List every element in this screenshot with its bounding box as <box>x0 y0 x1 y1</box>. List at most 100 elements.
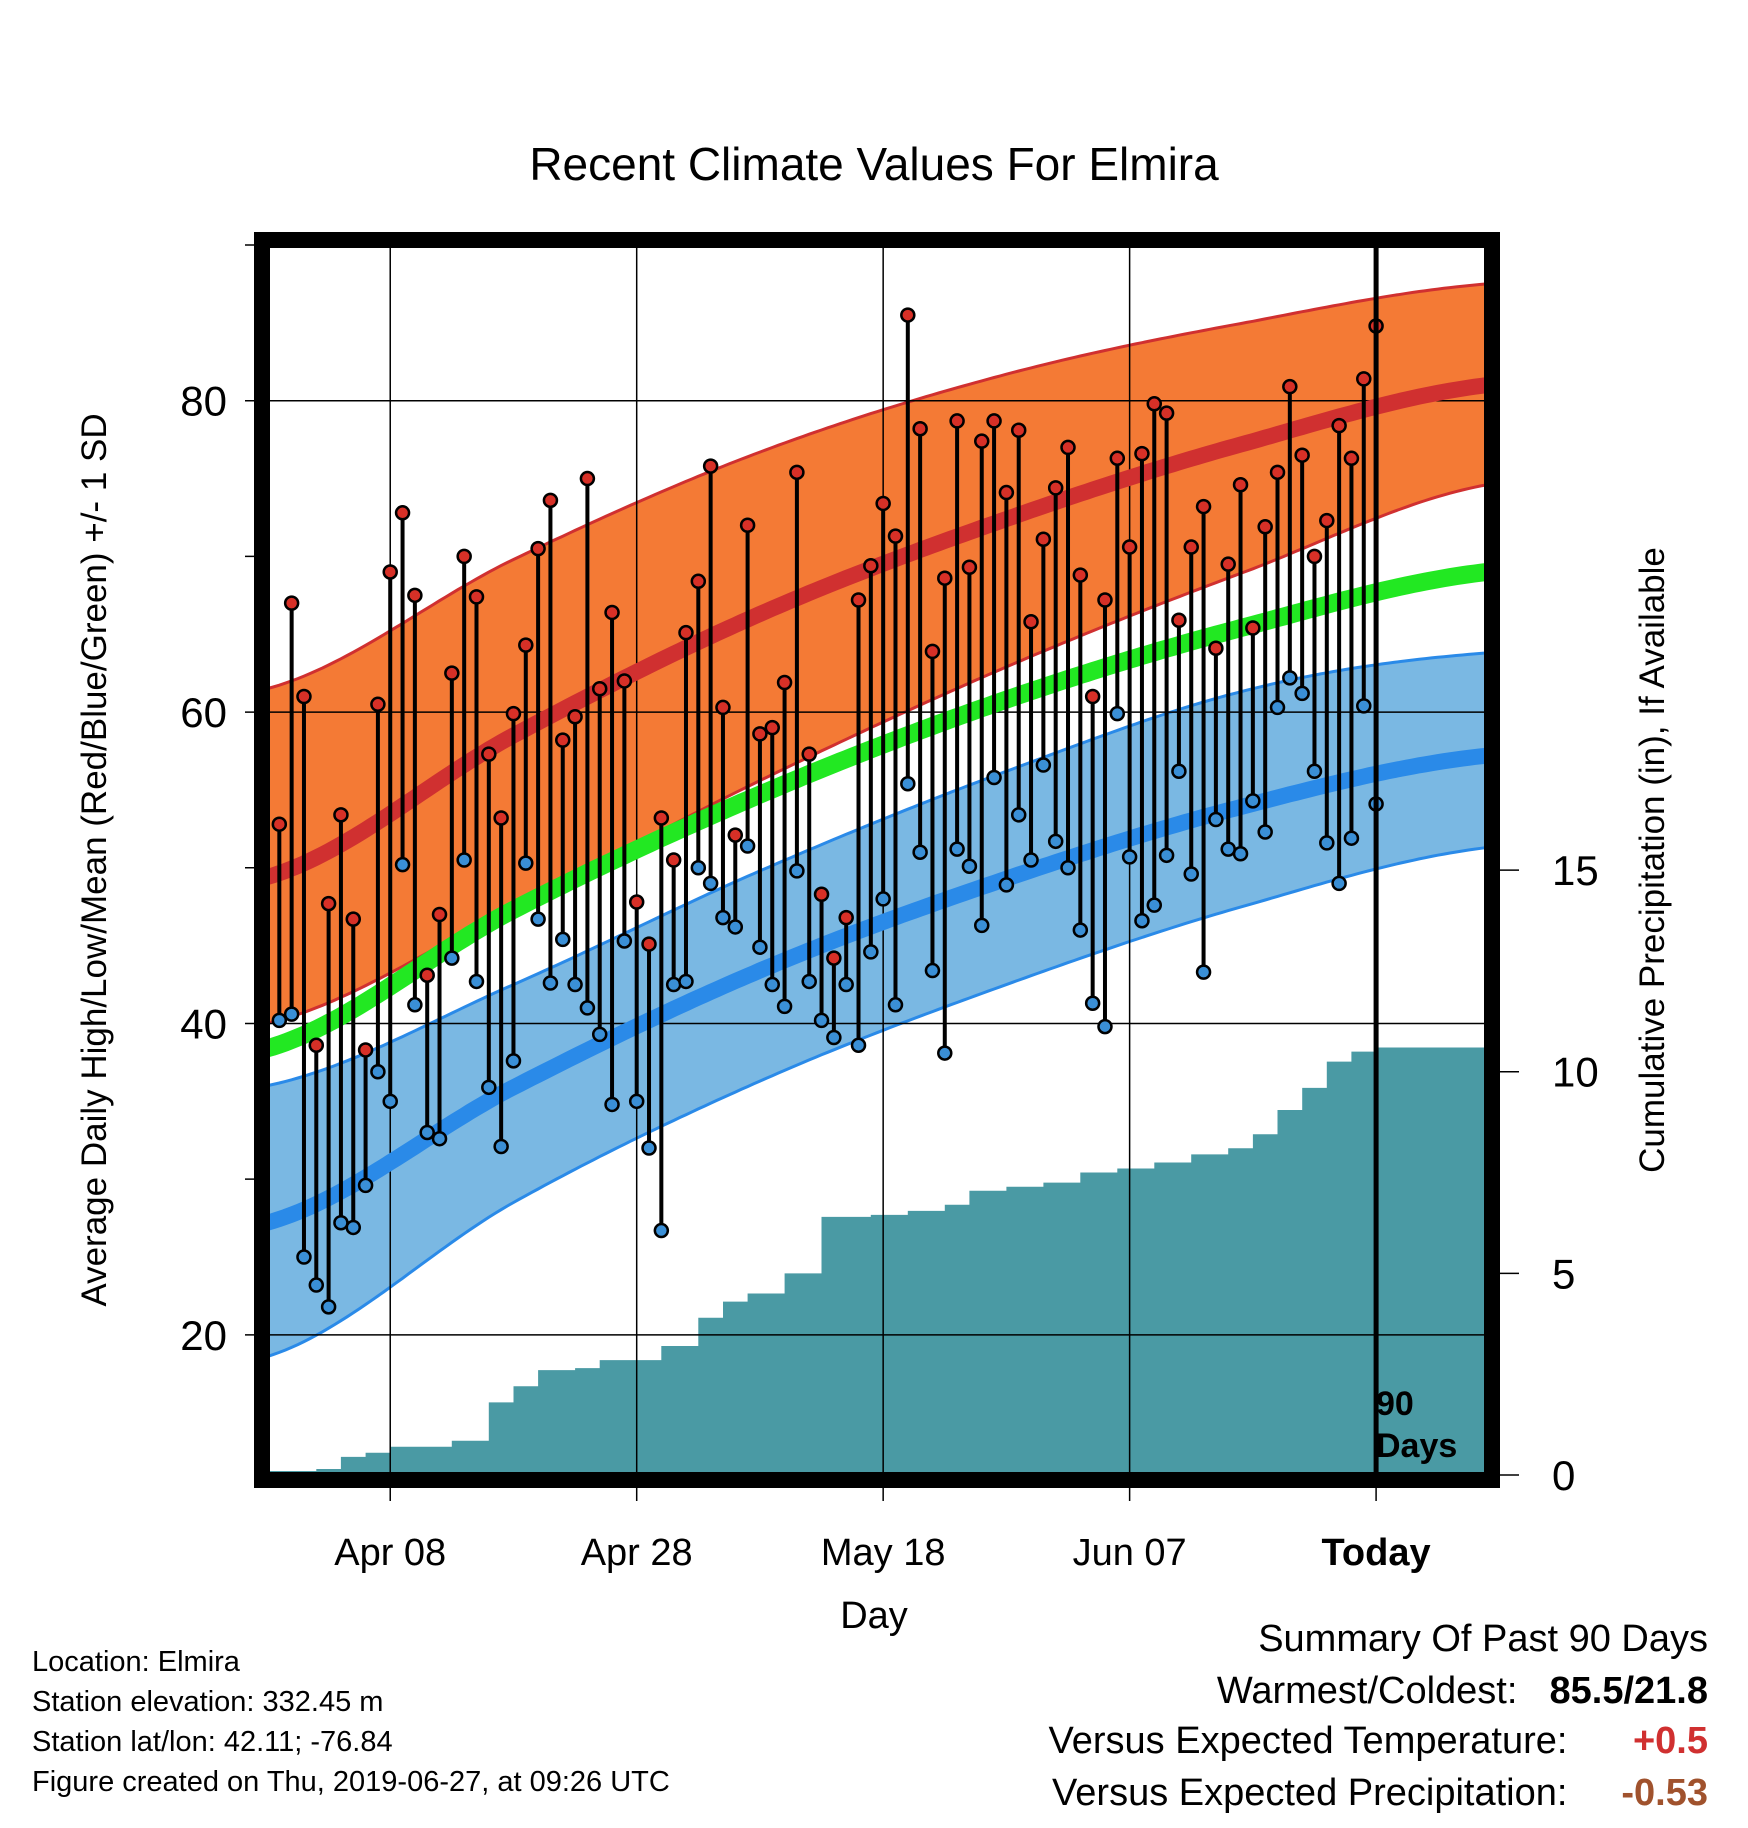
low-point <box>813 1012 830 1029</box>
low-point <box>1269 699 1286 716</box>
today-label-line1: 90 <box>1376 1385 1414 1423</box>
high-point <box>333 807 349 823</box>
high-point <box>542 492 559 509</box>
high-point <box>345 911 362 927</box>
high-point <box>357 1042 374 1058</box>
high-point <box>394 505 411 521</box>
y-tick-label-right: 15 <box>1552 847 1599 894</box>
high-point <box>1306 548 1323 565</box>
warm-cold-label: Warmest/Coldest: <box>1216 1670 1518 1712</box>
high-point <box>320 895 337 912</box>
high-point <box>456 548 472 565</box>
high-point <box>308 1037 325 1054</box>
low-point <box>961 858 978 874</box>
chart-title: Recent Climate Values For Elmira <box>529 138 1219 190</box>
low-point <box>715 909 731 926</box>
high-point <box>271 816 288 832</box>
temp-label: Versus Expected Temperature: <box>1048 1720 1568 1762</box>
high-point <box>961 559 978 576</box>
low-point <box>789 863 805 879</box>
low-point <box>333 1215 349 1231</box>
low-point <box>345 1219 362 1236</box>
summary-title: Summary Of Past 90 Days <box>1258 1618 1708 1660</box>
high-band-upper-edge <box>267 282 1487 691</box>
high-point <box>1097 592 1113 608</box>
high-point <box>468 589 485 605</box>
high-point <box>1331 417 1347 434</box>
low-point <box>1072 922 1089 938</box>
low-point <box>776 998 793 1015</box>
low-point <box>407 997 423 1013</box>
high-point <box>887 528 904 544</box>
low-point <box>641 1140 657 1156</box>
high-point <box>690 573 707 590</box>
x-tick-label: Jun 07 <box>1073 1532 1187 1574</box>
low-point <box>542 975 559 991</box>
high-point <box>1121 539 1138 555</box>
y-tick-label-right: 5 <box>1552 1250 1575 1297</box>
low-point <box>1331 875 1347 892</box>
high-point <box>702 458 719 474</box>
high-point <box>1023 614 1039 630</box>
high-point <box>1208 640 1224 657</box>
high-point <box>653 810 670 826</box>
high-point <box>937 570 953 586</box>
temp-value: +0.5 <box>1632 1720 1708 1762</box>
high-point <box>1047 480 1064 496</box>
low-point <box>1183 866 1199 882</box>
low-point <box>986 769 1002 786</box>
high-point <box>641 936 657 952</box>
high-point <box>431 906 448 923</box>
high-point <box>1269 464 1286 481</box>
high-point <box>419 967 435 983</box>
summary-warm-cold: Warmest/Coldest: 85.5/21.8 <box>1217 1670 1708 1713</box>
high-point <box>407 587 423 604</box>
low-point <box>1356 698 1372 714</box>
high-point <box>1220 556 1236 572</box>
precipitation-area <box>267 1047 1487 1475</box>
low-point <box>863 944 879 960</box>
low-point <box>419 1124 435 1141</box>
high-point <box>875 495 891 512</box>
x-tick-labels: Apr 08 Apr 28 May 18 Jun 07 Today <box>334 1475 1431 1574</box>
low-point <box>628 1093 645 1110</box>
low-point <box>382 1093 398 1110</box>
high-point <box>863 557 879 574</box>
low-point <box>394 856 411 873</box>
y-tick-label-left: 80 <box>180 378 227 425</box>
y-tick-label-left: 60 <box>180 689 227 736</box>
high-point <box>900 307 916 323</box>
y-tick-labels-right: 0 5 10 15 <box>1487 847 1599 1499</box>
high-point <box>1158 405 1175 421</box>
low-point <box>555 931 571 948</box>
low-point <box>1294 685 1310 702</box>
high-point <box>1232 477 1249 493</box>
high-point <box>493 810 509 826</box>
high-point <box>764 719 781 736</box>
low-point <box>518 855 534 871</box>
high-point <box>444 665 460 681</box>
low-point <box>1023 852 1039 868</box>
low-point <box>665 976 682 993</box>
low-point <box>949 841 965 857</box>
warm-cold-value: 85.5/21.8 <box>1549 1670 1708 1712</box>
low-point <box>591 1026 608 1043</box>
high-point <box>813 886 830 903</box>
low-point <box>1282 670 1298 686</box>
high-point <box>382 564 398 580</box>
high-point <box>1257 519 1273 535</box>
low-point <box>271 1012 288 1029</box>
low-point <box>1208 811 1224 828</box>
low-point <box>826 1029 842 1046</box>
precip-label: Versus Expected Precipitation: <box>1052 1772 1568 1814</box>
low-point <box>604 1096 620 1113</box>
low-point <box>875 891 891 907</box>
high-point <box>1183 539 1199 555</box>
high-point <box>949 413 965 429</box>
high-point <box>1134 445 1150 462</box>
high-point <box>986 413 1002 429</box>
low-point <box>1158 847 1175 864</box>
low-point <box>1146 897 1163 913</box>
low-point <box>1084 995 1101 1011</box>
low-point <box>370 1063 386 1080</box>
